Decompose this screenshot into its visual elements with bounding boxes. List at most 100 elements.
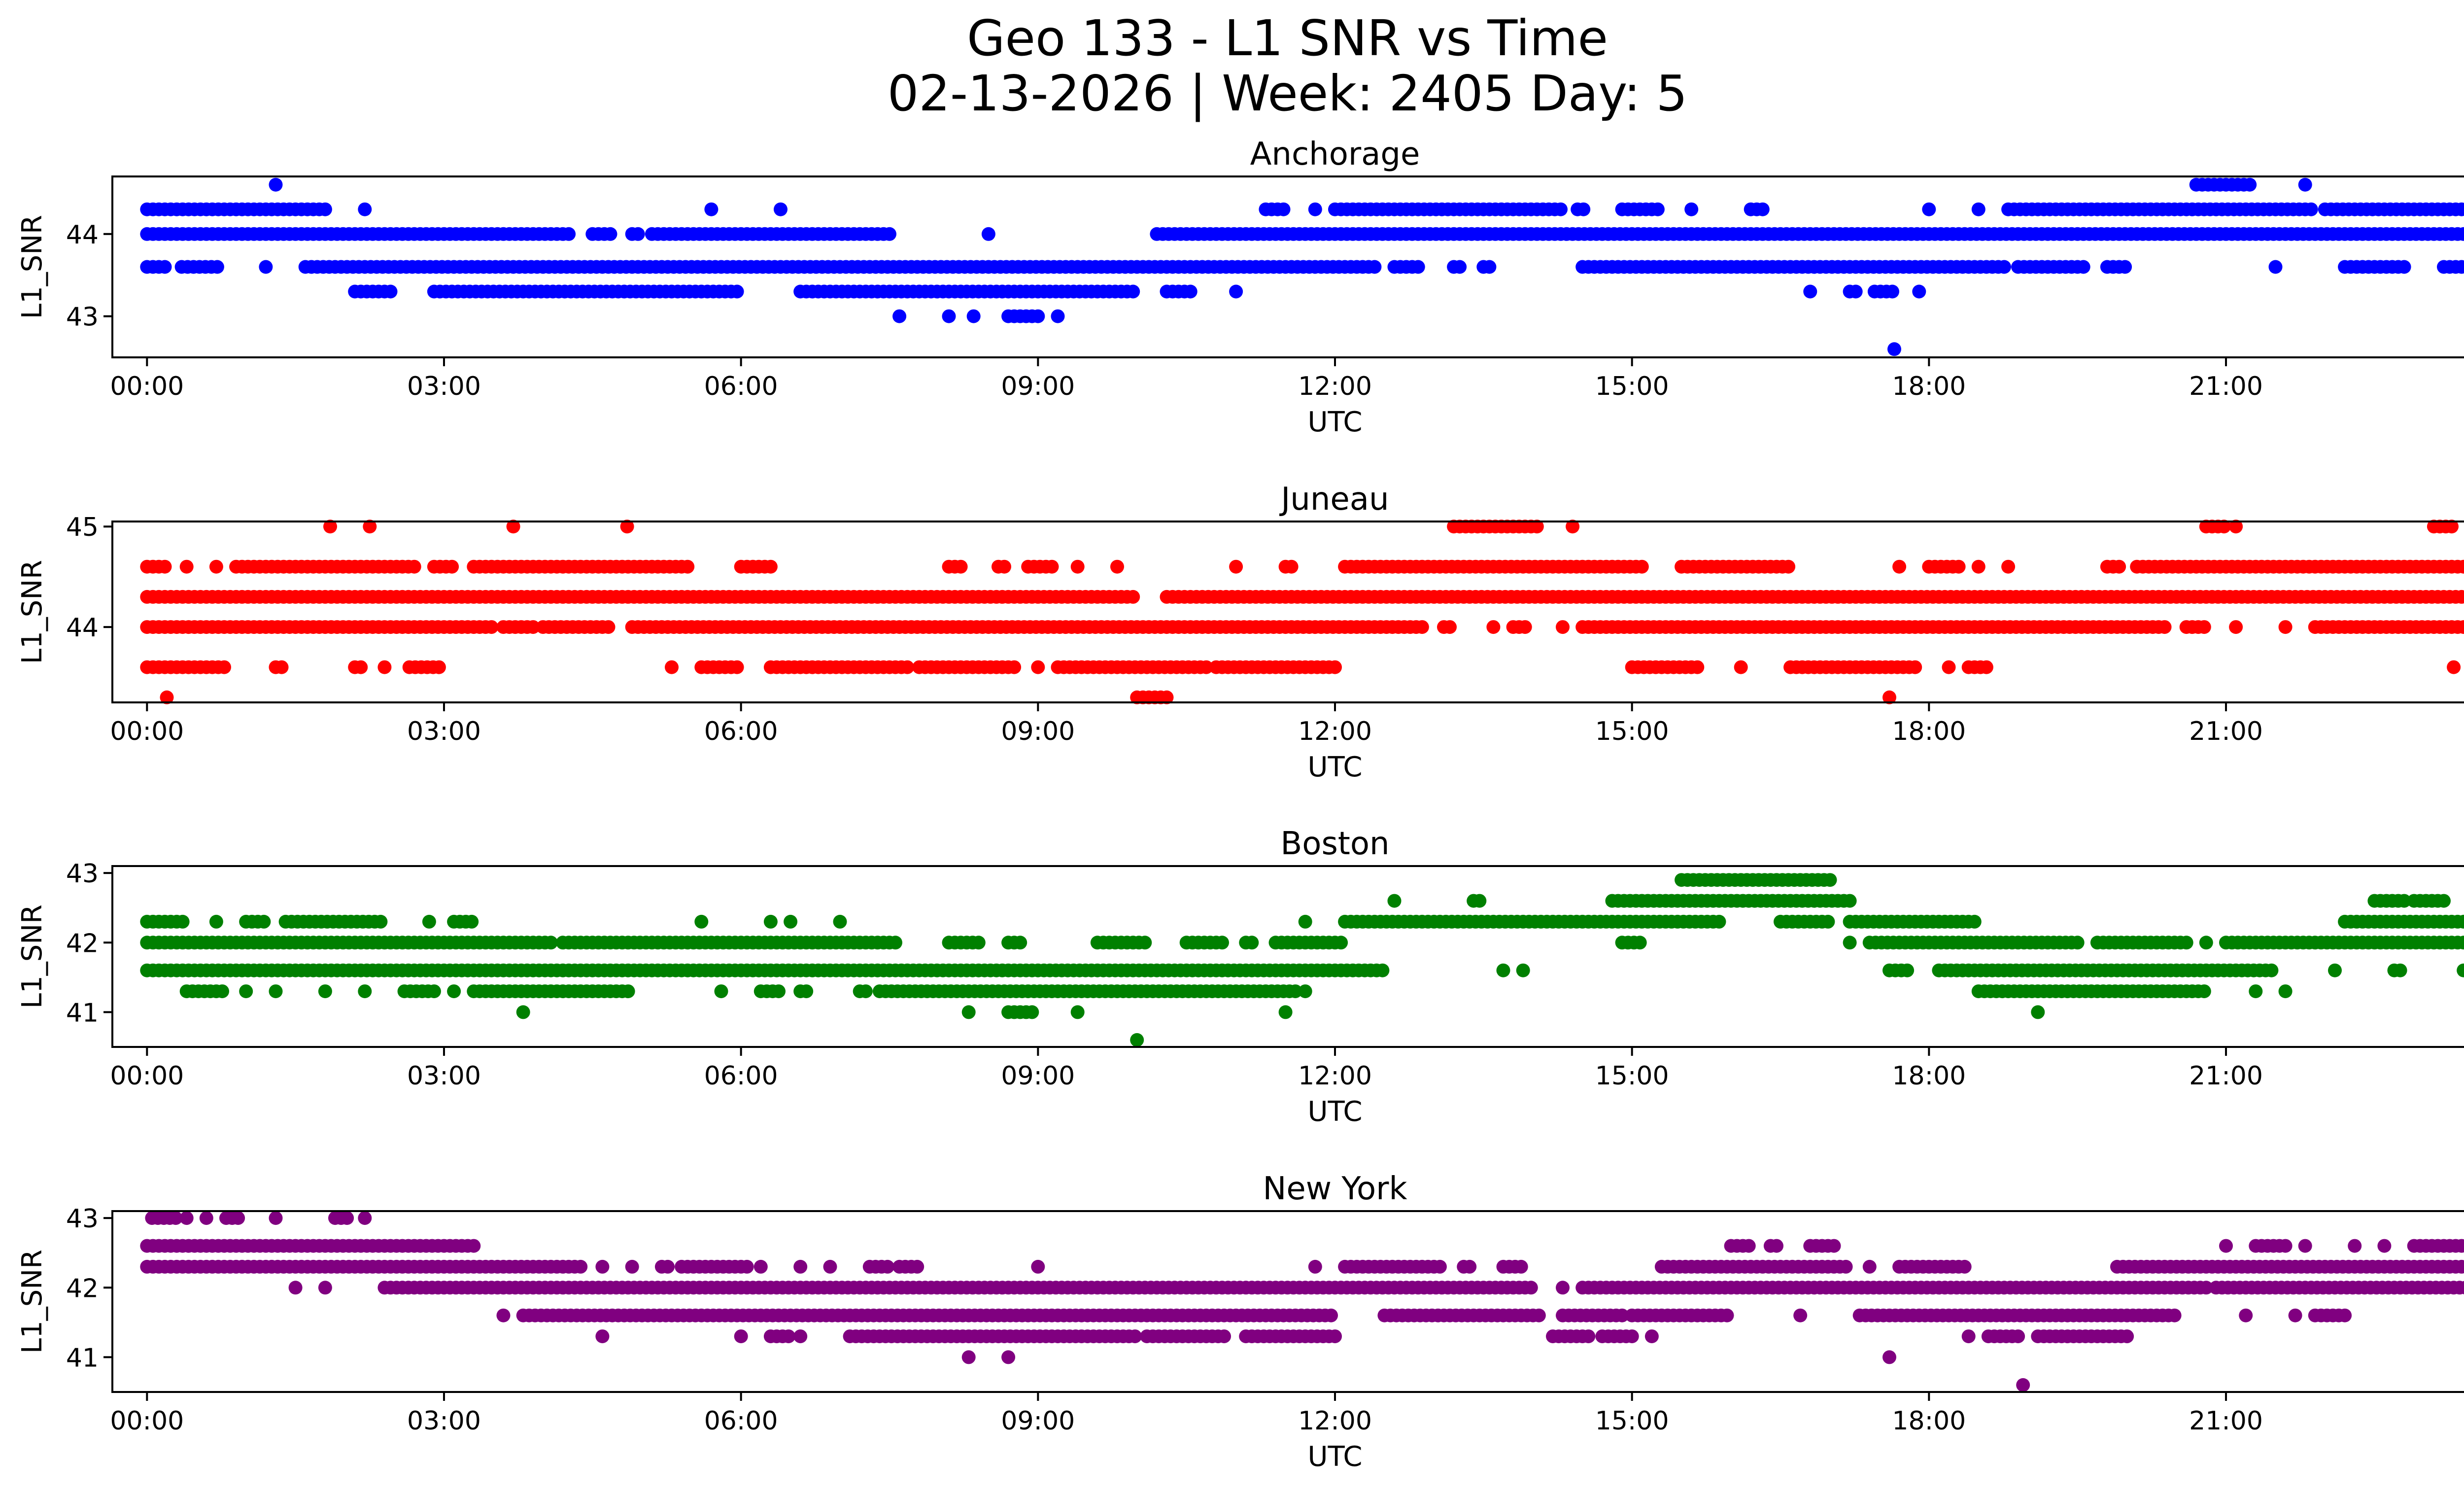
data-point: [961, 1350, 976, 1364]
data-point: [900, 660, 915, 674]
data-point: [1576, 202, 1591, 216]
data-point: [1922, 202, 1936, 216]
data-point: [383, 284, 398, 299]
data-point: [1823, 873, 1837, 887]
data-point: [1128, 1329, 1142, 1344]
x-axis-label: UTC: [1307, 1441, 1362, 1473]
data-point: [2197, 984, 2211, 999]
data-point: [1848, 284, 1863, 299]
y-tick-label: 42: [66, 929, 99, 958]
data-point: [1284, 559, 1299, 574]
data-point: [1160, 690, 1174, 704]
y-tick-label: 43: [66, 1204, 99, 1234]
data-point: [740, 1259, 754, 1274]
data-point: [1803, 284, 1817, 299]
data-point: [1635, 559, 1649, 574]
x-tick-label: 12:00: [1298, 1061, 1372, 1091]
x-tick-label: 18:00: [1892, 372, 1966, 401]
axes-frame: [111, 865, 2464, 1048]
data-point: [1524, 1281, 1538, 1295]
data-point: [1843, 894, 1857, 908]
data-point: [661, 1259, 675, 1274]
data-point: [1900, 963, 1915, 977]
data-points: [140, 177, 2464, 356]
data-point: [496, 1308, 511, 1322]
data-point: [858, 984, 873, 999]
x-tick-label: 03:00: [407, 717, 481, 746]
data-point: [2199, 936, 2213, 950]
data-point: [2457, 936, 2464, 950]
figure-title: Geo 133 - L1 SNR vs Time 02-13-2026 | We…: [0, 11, 2464, 121]
data-point: [2338, 1308, 2352, 1322]
data-point: [1514, 1259, 1528, 1274]
data-point: [753, 1259, 768, 1274]
data-point: [774, 202, 787, 216]
data-point: [665, 660, 679, 674]
data-point: [1245, 936, 1259, 950]
x-axis-label: UTC: [1307, 406, 1362, 438]
data-point: [2001, 559, 2016, 574]
data-point: [2463, 562, 2464, 571]
data-point: [1581, 1329, 1596, 1344]
x-tick-label: 06:00: [704, 1406, 778, 1436]
data-point: [544, 936, 558, 950]
data-point: [432, 660, 446, 674]
data-point: [1031, 309, 1045, 323]
data-point: [484, 620, 499, 634]
data-point: [175, 914, 190, 929]
data-point: [1482, 260, 1497, 274]
data-point: [1276, 202, 1291, 216]
data-point: [1793, 1308, 1808, 1322]
data-point: [1126, 590, 1140, 604]
subplot-title: New York: [1263, 1171, 1407, 1207]
data-point: [823, 1259, 837, 1274]
data-point: [2461, 203, 2464, 215]
x-tick-label: 00:00: [110, 1406, 184, 1436]
x-tick-label: 12:00: [1298, 717, 1372, 746]
data-point: [2011, 1329, 2025, 1344]
data-point: [784, 914, 798, 929]
data-point: [1979, 660, 1993, 674]
data-point: [340, 1211, 354, 1225]
x-tick-label: 18:00: [1892, 717, 1966, 746]
data-point: [1690, 660, 1705, 674]
data-point: [2397, 894, 2411, 908]
data-point: [358, 1211, 372, 1225]
x-tick-label: 00:00: [110, 1061, 184, 1091]
y-tick-label: 41: [66, 998, 99, 1028]
data-point: [1615, 1308, 1629, 1322]
data-point: [981, 227, 995, 241]
data-point: [954, 559, 968, 574]
data-point: [1908, 660, 1922, 674]
data-point: [1199, 660, 1213, 674]
data-point: [1957, 1259, 1972, 1274]
data-point: [158, 559, 172, 574]
data-point: [1025, 1005, 1039, 1019]
data-point: [1433, 1259, 1447, 1274]
data-point: [1001, 1350, 1016, 1364]
x-tick-label: 09:00: [1001, 1061, 1075, 1091]
x-tick-label: 15:00: [1595, 717, 1669, 746]
data-point: [377, 660, 392, 674]
data-point: [1887, 342, 1901, 356]
data-point: [1334, 936, 1348, 950]
data-point: [2179, 936, 2193, 950]
data-point: [179, 1211, 194, 1225]
data-point: [2288, 1308, 2302, 1322]
data-point: [1031, 1259, 1045, 1274]
data-point: [215, 984, 229, 999]
subplot-boston: Boston 00:00 03:00 06:00 09:00 12:00 15:00 18:0…: [16, 826, 2464, 1128]
data-point: [782, 1329, 796, 1344]
data-point: [199, 1211, 213, 1225]
data-point: [1882, 1350, 1896, 1364]
subplot-title: Juneau: [1279, 481, 1389, 518]
y-tick-label: 41: [66, 1343, 99, 1373]
x-tick-label: 03:00: [407, 1406, 481, 1436]
data-point: [1644, 1329, 1659, 1344]
data-point: [1892, 559, 1907, 574]
data-point: [2167, 1308, 2182, 1322]
data-point: [1530, 520, 1544, 534]
data-point: [2457, 620, 2464, 634]
data-point: [358, 202, 372, 216]
